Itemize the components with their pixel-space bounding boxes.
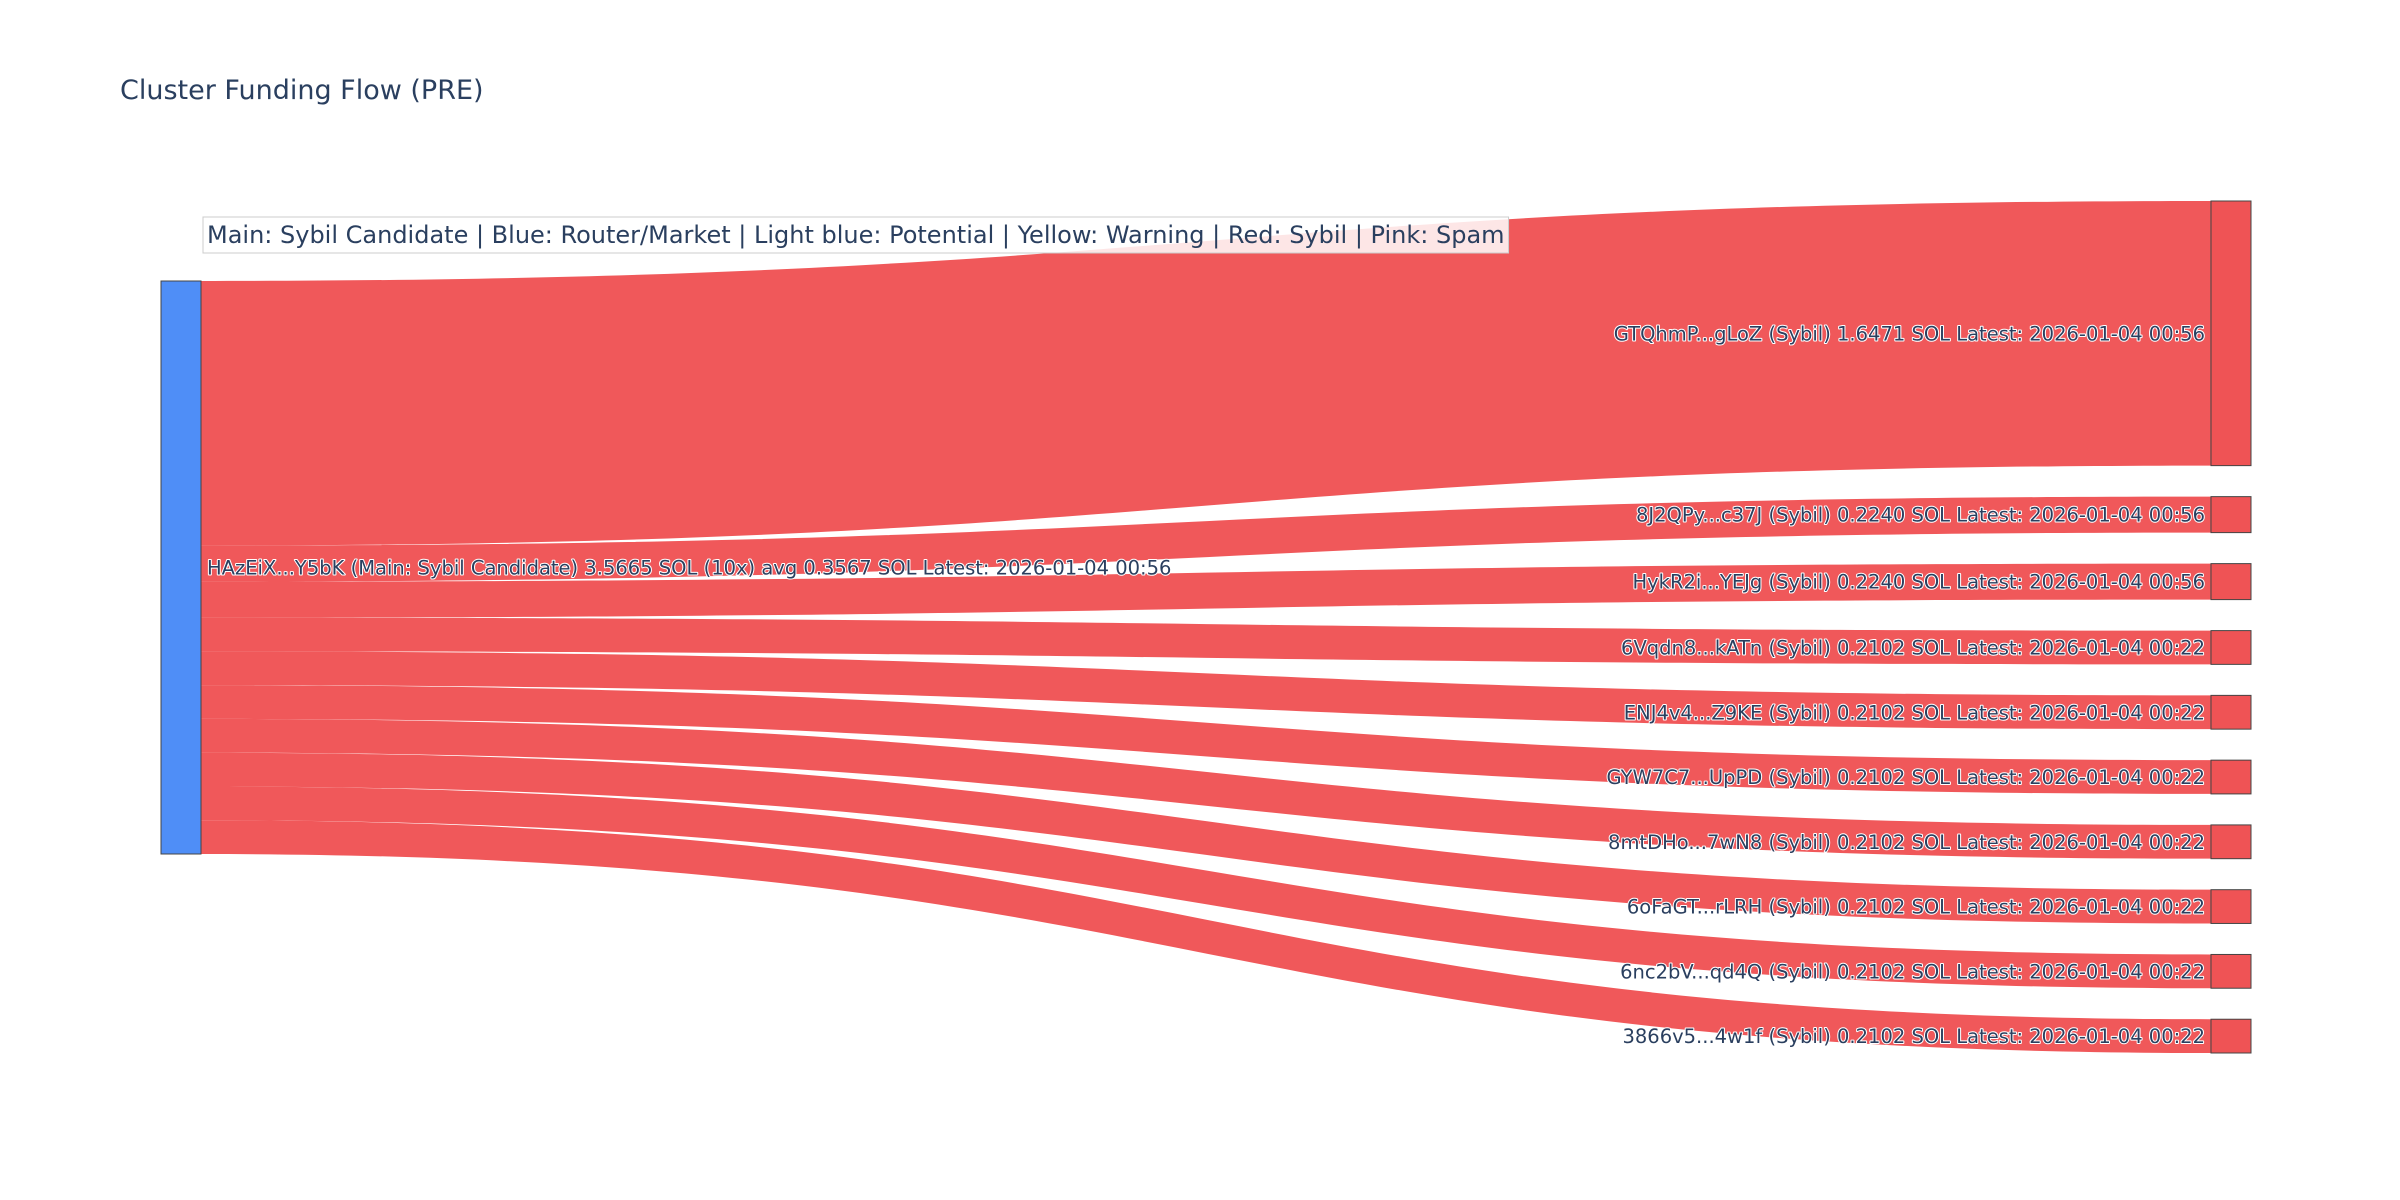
target-node-label: 6oFaGT...rLRH (Sybil) 0.2102 SOL Latest:… [1627,896,2205,919]
flow-link [201,201,2211,546]
flow-link [201,563,2211,618]
target-node-label: 8J2QPy...c37J (Sybil) 0.2240 SOL Latest:… [1636,504,2205,527]
flow-link [201,617,2211,665]
nodes-layer [160,200,2252,1054]
target-node-label: 8mtDHo...7wN8 (Sybil) 0.2102 SOL Latest:… [1608,831,2205,854]
target-node-label: 6nc2bV...qd4Q (Sybil) 0.2102 SOL Latest:… [1620,960,2205,983]
flow-link [201,820,2211,1053]
target-node [2210,1018,2252,1054]
links-layer [201,201,2211,1053]
flow-link [201,685,2211,794]
flow-link [201,496,2211,582]
target-node [2210,563,2252,601]
legend-note-box [202,216,1510,254]
target-node-label: HykR2i...YEJg (Sybil) 0.2240 SOL Latest:… [1632,571,2205,594]
legend-note: Main: Sybil Candidate | Blue: Router/Mar… [202,216,1510,254]
target-node [2210,953,2252,989]
target-node [2210,200,2252,467]
flow-link [201,651,2211,730]
flow-link [201,718,2211,859]
labels-layer: GTQhmP...gLoZ (Sybil) 1.6471 SOL Latest:… [206,321,2206,1049]
target-node [2210,824,2252,860]
target-node [2210,759,2252,795]
target-node-label: 3866v5...4w1f (Sybil) 0.2102 SOL Latest:… [1622,1025,2205,1048]
flow-link [201,752,2211,924]
flow-link [201,786,2211,989]
target-node-label: GTQhmP...gLoZ (Sybil) 1.6471 SOL Latest:… [1614,322,2205,345]
target-node-label: ENJ4v4...Z9KE (Sybil) 0.2102 SOL Latest:… [1624,701,2205,724]
target-node [2210,496,2252,534]
target-node [2210,889,2252,924]
target-node [2210,694,2252,730]
legend-note-text: Main: Sybil Candidate | Blue: Router/Mar… [207,221,1505,249]
source-node-label: HAzEiX...Y5bK (Main: Sybil Candidate) 3.… [207,557,1171,580]
chart-title: Cluster Funding Flow (PRE) [120,75,484,106]
target-node-label: GYW7C7...UpPD (Sybil) 0.2102 SOL Latest:… [1607,766,2206,789]
source-node [160,280,202,855]
target-node-label: 6Vqdn8...kATn (Sybil) 0.2102 SOL Latest:… [1621,636,2205,659]
target-node [2210,630,2252,665]
